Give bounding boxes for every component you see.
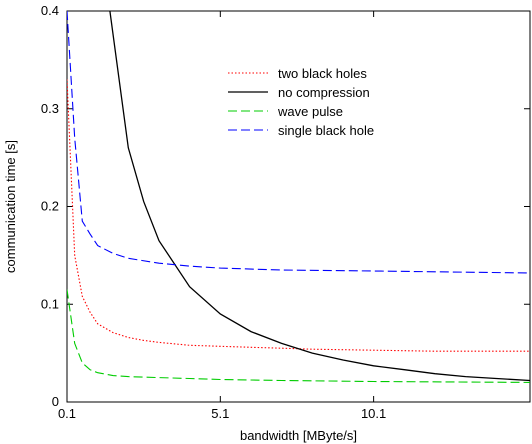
legend-label: wave pulse xyxy=(277,104,343,119)
legend-label: no compression xyxy=(278,85,370,100)
y-tick-label: 0.1 xyxy=(41,296,59,311)
series-line-wave-pulse xyxy=(67,289,530,383)
series-line-no-compression xyxy=(109,11,530,382)
x-tick-label: 10.1 xyxy=(361,406,386,421)
axes-layer: 00.10.20.30.40.1 5.1 10.1 xyxy=(41,3,531,421)
x-tick-label: 5.1 xyxy=(211,406,229,421)
series-line-two-black-holes xyxy=(67,79,530,352)
legend: two black holes no compression wave pulse s… xyxy=(228,66,374,138)
legend-label: single black hole xyxy=(278,123,374,138)
y-tick-label: 0.4 xyxy=(41,3,59,18)
x-axis-title: bandwidth [MByte/s] xyxy=(240,428,357,443)
series-line-single-black-hole xyxy=(67,11,530,274)
y-tick-label: 0 xyxy=(52,394,59,409)
y-tick-label: 0.3 xyxy=(41,101,59,116)
y-axis-title: communication time [s] xyxy=(3,140,18,273)
y-tick-label: 0.2 xyxy=(41,199,59,214)
legend-label: two black holes xyxy=(278,66,367,81)
series-layer xyxy=(67,11,530,383)
x-tick-label: 0.1 xyxy=(58,406,76,421)
